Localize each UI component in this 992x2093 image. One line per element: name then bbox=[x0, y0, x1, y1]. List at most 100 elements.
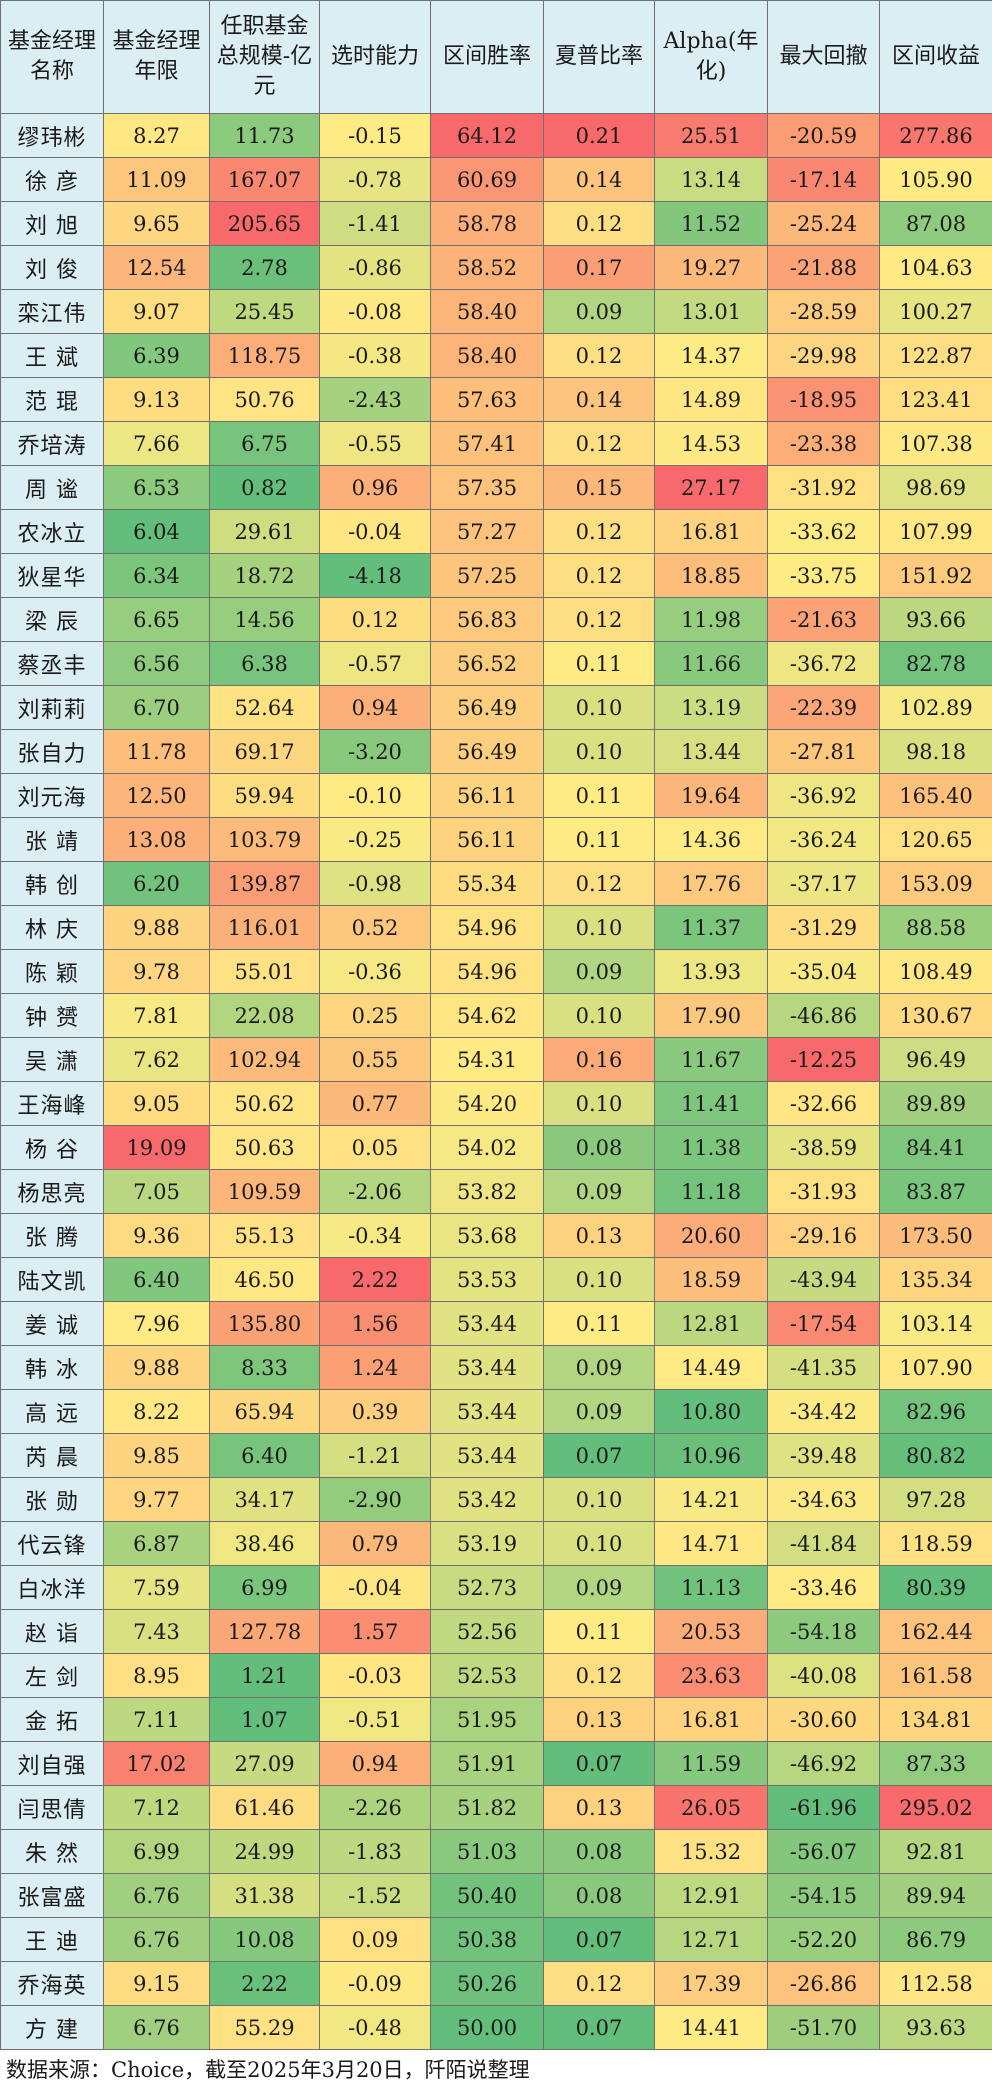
table-row: 闫思倩 7.12 61.46 -2.26 51.82 0.13 26.05 -61.96 295… bbox=[0, 1785, 992, 1830]
cell-timing-ability: 1.57 bbox=[319, 1609, 431, 1654]
cell-max-drawdown: -25.24 bbox=[767, 201, 880, 246]
cell-win-rate: 58.78 bbox=[430, 201, 544, 246]
cell-total-aum: 2.78 bbox=[209, 245, 320, 290]
cell-win-rate: 52.53 bbox=[430, 1653, 544, 1698]
cell-tenure-years: 9.13 bbox=[103, 377, 210, 422]
cell-win-rate: 53.42 bbox=[430, 1477, 544, 1522]
cell-max-drawdown: -39.48 bbox=[767, 1433, 880, 1478]
cell-win-rate: 53.19 bbox=[430, 1521, 544, 1566]
cell-total-aum: 55.01 bbox=[209, 949, 320, 994]
cell-max-drawdown: -33.46 bbox=[767, 1565, 880, 1610]
cell-sharpe-ratio: 0.12 bbox=[543, 553, 655, 598]
cell-tenure-years: 8.95 bbox=[103, 1653, 210, 1698]
table-row: 王 斌 6.39 118.75 -0.38 58.40 0.12 14.37 -29.98 12… bbox=[0, 333, 992, 378]
cell-max-drawdown: -29.98 bbox=[767, 333, 880, 378]
table-row: 刘 旭 9.65 205.65 -1.41 58.78 0.12 11.52 -25.24 87… bbox=[0, 201, 992, 246]
cell-tenure-years: 6.56 bbox=[103, 641, 210, 686]
cell-sharpe-ratio: 0.08 bbox=[543, 1873, 655, 1918]
table-row: 梁 辰 6.65 14.56 0.12 56.83 0.12 11.98 -21.63 93.6… bbox=[0, 597, 992, 642]
cell-max-drawdown: -41.84 bbox=[767, 1521, 880, 1566]
cell-tenure-years: 7.12 bbox=[103, 1785, 210, 1830]
cell-sharpe-ratio: 0.09 bbox=[543, 1389, 655, 1434]
table-row: 姜 诚 7.96 135.80 1.56 53.44 0.11 12.81 -17.54 103… bbox=[0, 1301, 992, 1346]
cell-manager-name: 王海峰 bbox=[0, 1081, 104, 1126]
cell-win-rate: 56.11 bbox=[430, 773, 544, 818]
cell-alpha: 26.05 bbox=[654, 1785, 768, 1830]
cell-manager-name: 周 谧 bbox=[0, 465, 104, 510]
cell-win-rate: 57.35 bbox=[430, 465, 544, 510]
cell-max-drawdown: -23.38 bbox=[767, 421, 880, 466]
cell-timing-ability: -0.48 bbox=[319, 2005, 431, 2050]
table-row: 方 建 6.76 55.29 -0.48 50.00 0.07 14.41 -51.70 93.… bbox=[0, 2005, 992, 2050]
cell-manager-name: 赵 诣 bbox=[0, 1609, 104, 1654]
cell-period-return: 118.59 bbox=[879, 1521, 992, 1566]
cell-sharpe-ratio: 0.11 bbox=[543, 641, 655, 686]
cell-alpha: 14.36 bbox=[654, 817, 768, 862]
cell-alpha: 11.67 bbox=[654, 1037, 768, 1082]
cell-win-rate: 54.20 bbox=[430, 1081, 544, 1126]
cell-alpha: 13.19 bbox=[654, 685, 768, 730]
cell-timing-ability: -2.90 bbox=[319, 1477, 431, 1522]
cell-max-drawdown: -17.54 bbox=[767, 1301, 880, 1346]
cell-win-rate: 53.44 bbox=[430, 1345, 544, 1390]
cell-tenure-years: 11.78 bbox=[103, 729, 210, 774]
cell-alpha: 12.71 bbox=[654, 1917, 768, 1962]
cell-period-return: 80.82 bbox=[879, 1433, 992, 1478]
cell-tenure-years: 7.81 bbox=[103, 993, 210, 1038]
cell-win-rate: 54.62 bbox=[430, 993, 544, 1038]
cell-timing-ability: -1.83 bbox=[319, 1829, 431, 1874]
cell-period-return: 102.89 bbox=[879, 685, 992, 730]
cell-win-rate: 57.41 bbox=[430, 421, 544, 466]
cell-max-drawdown: -37.17 bbox=[767, 861, 880, 906]
cell-manager-name: 乔培涛 bbox=[0, 421, 104, 466]
cell-max-drawdown: -40.08 bbox=[767, 1653, 880, 1698]
cell-sharpe-ratio: 0.12 bbox=[543, 597, 655, 642]
cell-tenure-years: 8.22 bbox=[103, 1389, 210, 1434]
cell-tenure-years: 19.09 bbox=[103, 1125, 210, 1170]
table-row: 杨 谷 19.09 50.63 0.05 54.02 0.08 11.38 -38.59 84.… bbox=[0, 1125, 992, 1170]
cell-alpha: 11.59 bbox=[654, 1741, 768, 1786]
cell-manager-name: 陆文凯 bbox=[0, 1257, 104, 1302]
cell-total-aum: 167.07 bbox=[209, 157, 320, 202]
cell-win-rate: 58.40 bbox=[430, 289, 544, 334]
cell-total-aum: 1.07 bbox=[209, 1697, 320, 1742]
table-row: 金 拓 7.11 1.07 -0.51 51.95 0.13 16.81 -30.60 134.… bbox=[0, 1697, 992, 1742]
cell-tenure-years: 6.53 bbox=[103, 465, 210, 510]
cell-period-return: 84.41 bbox=[879, 1125, 992, 1170]
cell-win-rate: 57.25 bbox=[430, 553, 544, 598]
cell-max-drawdown: -61.96 bbox=[767, 1785, 880, 1830]
table-row: 钟 赟 7.81 22.08 0.25 54.62 0.10 17.90 -46.86 130.… bbox=[0, 993, 992, 1038]
cell-total-aum: 6.40 bbox=[209, 1433, 320, 1478]
cell-alpha: 11.52 bbox=[654, 201, 768, 246]
cell-tenure-years: 9.05 bbox=[103, 1081, 210, 1126]
cell-win-rate: 58.40 bbox=[430, 333, 544, 378]
cell-sharpe-ratio: 0.12 bbox=[543, 421, 655, 466]
cell-timing-ability: 2.22 bbox=[319, 1257, 431, 1302]
cell-timing-ability: -0.78 bbox=[319, 157, 431, 202]
cell-win-rate: 56.49 bbox=[430, 729, 544, 774]
cell-alpha: 17.90 bbox=[654, 993, 768, 1038]
cell-timing-ability: -2.26 bbox=[319, 1785, 431, 1830]
cell-timing-ability: -1.52 bbox=[319, 1873, 431, 1918]
cell-total-aum: 118.75 bbox=[209, 333, 320, 378]
table-row: 张 靖 13.08 103.79 -0.25 56.11 0.11 14.36 -36.24 1… bbox=[0, 817, 992, 862]
cell-period-return: 83.87 bbox=[879, 1169, 992, 1214]
cell-total-aum: 61.46 bbox=[209, 1785, 320, 1830]
cell-max-drawdown: -32.66 bbox=[767, 1081, 880, 1126]
cell-win-rate: 50.00 bbox=[430, 2005, 544, 2050]
table-row: 刘 俊 12.54 2.78 -0.86 58.52 0.17 19.27 -21.88 104… bbox=[0, 245, 992, 290]
cell-sharpe-ratio: 0.09 bbox=[543, 1169, 655, 1214]
cell-timing-ability: -0.34 bbox=[319, 1213, 431, 1258]
cell-total-aum: 2.22 bbox=[209, 1961, 320, 2006]
cell-manager-name: 高 远 bbox=[0, 1389, 104, 1434]
cell-win-rate: 56.49 bbox=[430, 685, 544, 730]
table-row: 农冰立 6.04 29.61 -0.04 57.27 0.12 16.81 -33.62 107… bbox=[0, 509, 992, 554]
cell-sharpe-ratio: 0.08 bbox=[543, 1125, 655, 1170]
cell-tenure-years: 9.15 bbox=[103, 1961, 210, 2006]
cell-tenure-years: 6.34 bbox=[103, 553, 210, 598]
cell-total-aum: 59.94 bbox=[209, 773, 320, 818]
cell-manager-name: 农冰立 bbox=[0, 509, 104, 554]
cell-manager-name: 芮 晨 bbox=[0, 1433, 104, 1478]
cell-manager-name: 左 剑 bbox=[0, 1653, 104, 1698]
cell-win-rate: 54.31 bbox=[430, 1037, 544, 1082]
